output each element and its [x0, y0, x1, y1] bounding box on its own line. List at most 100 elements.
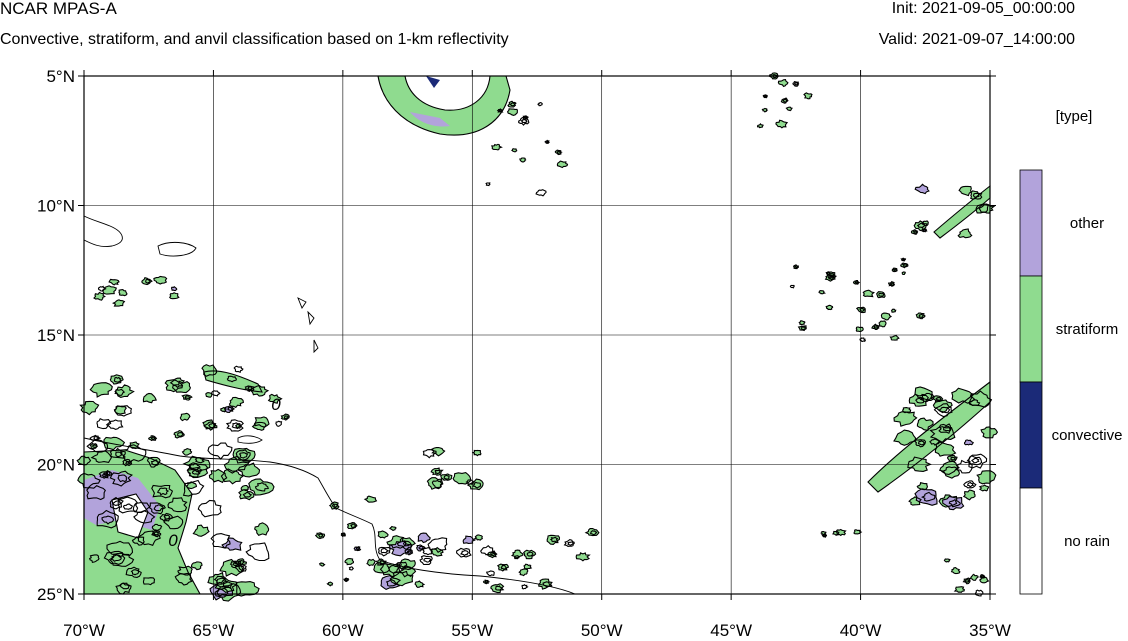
lon-label: 55°W	[451, 621, 493, 640]
precip-cell	[248, 478, 274, 496]
contour-cell	[379, 563, 401, 578]
contour-cell	[854, 281, 860, 284]
contour-cell	[951, 387, 976, 404]
contour-cell	[962, 577, 971, 585]
contour-cell	[233, 365, 244, 374]
latitude-labels: 25°N 20°N 15°N 10°N 5°N	[37, 67, 75, 604]
precip-cell	[254, 522, 269, 536]
contour-cell	[901, 271, 906, 276]
contour-cell	[238, 452, 249, 459]
colorbar-swatch-other	[1019, 169, 1043, 277]
contour-cell	[115, 582, 132, 595]
contour-cell	[855, 326, 864, 333]
contour-cell	[507, 100, 517, 108]
contour-cell	[889, 334, 900, 341]
contour-cell	[853, 529, 863, 535]
coastline	[237, 435, 263, 444]
contour-cell	[145, 278, 151, 284]
lon-label: 35°W	[969, 621, 1011, 640]
contour-cell	[216, 587, 229, 597]
contour-cell	[498, 109, 503, 112]
contour-cell	[205, 392, 213, 398]
contour-cell	[235, 449, 251, 461]
contour-cell	[159, 512, 174, 522]
contour-cell	[506, 108, 518, 116]
contour-cell	[947, 454, 958, 463]
coastline	[157, 241, 197, 257]
contour-cell	[119, 582, 130, 590]
contour-cell	[556, 160, 569, 169]
precip-cell	[894, 430, 916, 446]
contour-cell	[430, 546, 444, 557]
precip-cell	[894, 411, 917, 427]
precip-cell	[114, 405, 127, 414]
contour-cell	[423, 557, 432, 563]
contour-cell	[938, 406, 951, 414]
contour-cell	[248, 478, 275, 496]
contour-cell	[950, 456, 957, 461]
axis-ticks	[78, 70, 996, 600]
contour-cell	[118, 289, 128, 297]
contour-cell	[943, 558, 951, 563]
contour-cell	[878, 292, 885, 297]
lat-label: 25°N	[37, 585, 75, 604]
contour-cell	[174, 572, 193, 586]
contour-cell	[167, 497, 188, 513]
contour-cell	[130, 569, 140, 576]
contour-value-label: 0	[168, 531, 178, 550]
contour-cell	[852, 280, 861, 285]
contour-cell	[170, 285, 178, 292]
contour-cell	[893, 268, 898, 272]
contour-cell	[245, 542, 270, 562]
contour-cell	[932, 399, 953, 414]
contour-cell	[974, 589, 984, 597]
contour-cell	[460, 550, 469, 557]
contour-cell	[214, 577, 237, 594]
contour-cell	[554, 149, 563, 156]
contour-cell	[96, 417, 112, 430]
contour-value-label: 0	[271, 395, 281, 414]
contour-cell	[96, 509, 119, 529]
contour-cell	[793, 265, 799, 269]
contour-cell	[221, 537, 243, 551]
contour-cell	[535, 189, 547, 197]
contour-cell	[238, 489, 255, 501]
contour-cell	[418, 545, 424, 550]
contour-cell	[825, 304, 834, 311]
contour-cell	[267, 393, 283, 404]
longitude-labels: 70°W 65°W 60°W 55°W 50°W 45°W 40°W 35°W	[63, 621, 1011, 640]
contour-cell	[153, 275, 168, 285]
hurricane-rainband	[378, 76, 510, 136]
contour-cell	[234, 423, 242, 429]
contour-cell	[775, 119, 789, 129]
contour-cell	[103, 550, 126, 565]
contour-cell	[440, 473, 453, 481]
colorbar-swatch-convective	[1019, 381, 1043, 489]
contour-cell	[314, 532, 326, 540]
contour-cell	[968, 573, 979, 581]
precip-cell	[236, 581, 260, 596]
contour-cell	[242, 491, 253, 498]
contour-cell	[942, 495, 965, 511]
contour-cell	[192, 524, 210, 537]
contour-cell	[171, 380, 192, 394]
contour-cell	[238, 565, 246, 571]
contour-cell	[331, 503, 339, 509]
contour-cell	[473, 534, 483, 541]
contour-cell	[855, 306, 866, 314]
precip-cell	[102, 285, 117, 295]
contour-cell	[484, 580, 489, 584]
contour-cell	[375, 558, 387, 566]
contour-cell	[114, 405, 133, 417]
contour-cell	[526, 551, 534, 557]
contour-cell	[452, 472, 472, 485]
contour-cell	[521, 583, 529, 590]
contour-cell	[344, 557, 354, 566]
contour-cell	[380, 575, 402, 591]
contour-cell	[251, 421, 267, 431]
contour-cell	[935, 396, 942, 401]
contour-cell	[943, 425, 951, 432]
contour-cell	[346, 522, 358, 530]
init-time: Init: 2021-09-05_00:00:00	[891, 0, 1075, 17]
